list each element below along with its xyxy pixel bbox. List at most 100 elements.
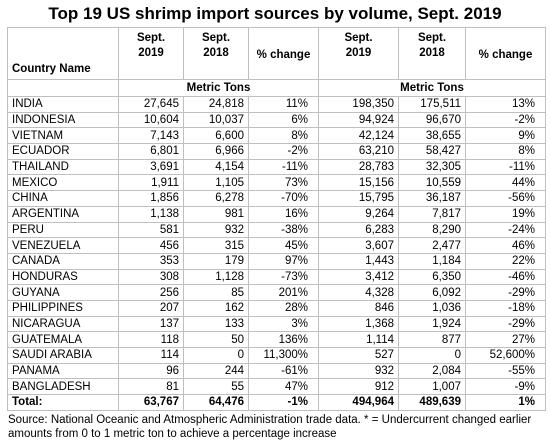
country-cell: GUATEMALA: [7, 331, 119, 348]
value-cell: 38,655: [398, 127, 466, 145]
value-cell: 55: [183, 378, 249, 396]
value-cell: -11%: [248, 158, 319, 176]
country-cell: PANAMA: [7, 362, 119, 380]
country-cell: PERU: [7, 221, 119, 239]
value-cell: 96: [118, 362, 184, 380]
header-line: % change: [256, 48, 311, 61]
country-cell: CANADA: [7, 252, 119, 270]
value-cell: 8,290: [398, 221, 466, 239]
data-row: PHILIPPINES 207 162 28% 846 1,036 -18%: [7, 299, 546, 317]
country-cell: VENEZUELA: [7, 237, 119, 254]
value-cell: 15,795: [318, 190, 399, 207]
value-cell: -70%: [248, 190, 319, 207]
value-cell: 175,511: [398, 96, 466, 113]
value-cell: 162: [183, 299, 249, 317]
unit-cell: Metric Tons: [118, 79, 319, 97]
value-cell: 137: [118, 315, 184, 333]
blank-cell: [7, 79, 119, 97]
value-cell: 85: [183, 284, 249, 301]
header-line: 2019: [138, 47, 164, 59]
data-row: CHINA 1,856 6,278 -70% 15,795 36,187 -56%: [7, 190, 546, 207]
value-cell: 19%: [465, 205, 546, 223]
value-cell: 527: [318, 347, 399, 364]
header-cell: % change: [465, 27, 546, 80]
value-cell: 1,114: [318, 331, 399, 348]
value-cell: 581: [118, 221, 184, 239]
value-cell: -2%: [248, 143, 319, 160]
data-row: PERU 581 932 -38% 6,283 8,290 -24%: [7, 221, 546, 239]
total-cell: -1%: [248, 394, 319, 411]
value-cell: 3,691: [118, 158, 184, 176]
value-cell: -24%: [465, 221, 546, 239]
value-cell: 207: [118, 299, 184, 317]
header-cell: Country Name: [7, 27, 119, 80]
value-cell: 63,210: [318, 143, 399, 160]
country-cell: INDONESIA: [7, 111, 119, 129]
data-row: SAUDI ARABIA 114 0 11,300% 527 0 52,600%: [7, 347, 546, 364]
value-cell: -61%: [248, 362, 319, 380]
data-row: GUYANA 256 85 201% 4,328 6,092 -29%: [7, 284, 546, 301]
value-cell: 6,092: [398, 284, 466, 301]
value-cell: 52,600%: [465, 347, 546, 364]
value-cell: -56%: [465, 190, 546, 207]
country-cell: CHINA: [7, 190, 119, 207]
value-cell: 73%: [248, 174, 319, 192]
value-cell: 1,368: [318, 315, 399, 333]
value-cell: 4,328: [318, 284, 399, 301]
value-cell: 27%: [465, 331, 546, 348]
total-cell: 489,639: [398, 394, 466, 411]
header-line: 2018: [419, 47, 445, 59]
unit-cell: Metric Tons: [318, 79, 546, 97]
value-cell: 244: [183, 362, 249, 380]
data-row: CANADA 353 179 97% 1,443 1,184 22%: [7, 252, 546, 270]
value-cell: 932: [183, 221, 249, 239]
value-cell: 45%: [248, 237, 319, 254]
unit-row: Metric Tons Metric Tons: [7, 79, 546, 97]
table-title: Top 19 US shrimp import sources by volum…: [48, 4, 502, 23]
value-cell: 22%: [465, 252, 546, 270]
value-cell: -2%: [465, 111, 546, 129]
data-row: THAILAND 3,691 4,154 -11% 28,783 32,305 -11%: [7, 158, 546, 176]
value-cell: -73%: [248, 268, 319, 286]
header-cell: Sept. 2018: [398, 27, 466, 80]
value-cell: 32,305: [398, 158, 466, 176]
value-cell: 877: [398, 331, 466, 348]
value-cell: 1,007: [398, 378, 466, 396]
value-cell: 27,645: [118, 96, 184, 113]
value-cell: 16%: [248, 205, 319, 223]
value-cell: 81: [118, 378, 184, 396]
value-cell: 9,264: [318, 205, 399, 223]
value-cell: 36,187: [398, 190, 466, 207]
value-cell: 114: [118, 347, 184, 364]
data-row: VENEZUELA 456 315 45% 3,607 2,477 46%: [7, 237, 546, 254]
total-cell: 494,964: [318, 394, 399, 411]
value-cell: 0: [183, 347, 249, 364]
value-cell: 2,477: [398, 237, 466, 254]
value-cell: -11%: [465, 158, 546, 176]
header-line: Country Name: [12, 63, 91, 75]
value-cell: 6,283: [318, 221, 399, 239]
header-line: 2019: [345, 47, 372, 59]
header-cell: % change: [248, 27, 319, 80]
value-cell: 9%: [465, 127, 546, 145]
header-cell: Sept. 2018: [183, 27, 249, 80]
value-cell: 11,300%: [248, 347, 319, 364]
value-cell: 981: [183, 205, 249, 223]
value-cell: 97%: [248, 252, 319, 270]
value-cell: 0: [398, 347, 466, 364]
value-cell: 44%: [465, 174, 546, 192]
data-row: INDONESIA 10,604 10,037 6% 94,924 96,670 -2%: [7, 111, 546, 129]
value-cell: 136%: [248, 331, 319, 348]
value-cell: 179: [183, 252, 249, 270]
country-cell: HONDURAS: [7, 268, 119, 286]
value-cell: 6,966: [183, 143, 249, 160]
value-cell: 7,143: [118, 127, 184, 145]
data-row: HONDURAS 308 1,128 -73% 3,412 6,350 -46%: [7, 268, 546, 286]
country-cell: THAILAND: [7, 158, 119, 176]
value-cell: 11%: [248, 96, 319, 113]
value-cell: 315: [183, 237, 249, 254]
country-cell: ECUADOR: [7, 143, 119, 160]
value-cell: -18%: [465, 299, 546, 317]
value-cell: 1,128: [183, 268, 249, 286]
